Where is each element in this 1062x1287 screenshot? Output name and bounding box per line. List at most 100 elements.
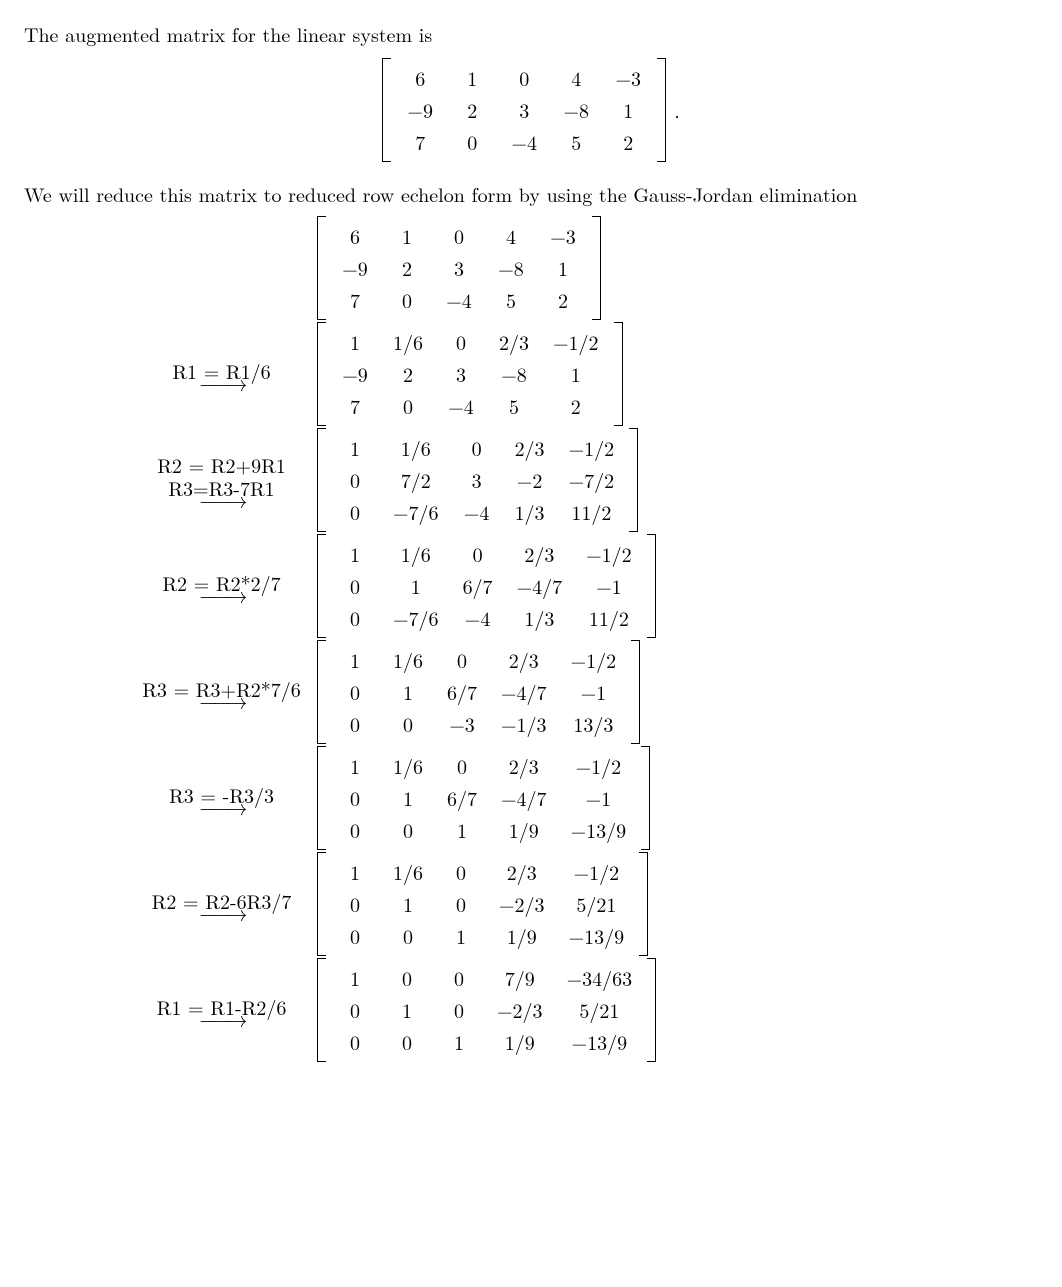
- matrix-cell: −9: [394, 94, 446, 126]
- matrix-cell: −1/2: [557, 432, 627, 464]
- long-right-arrow-icon: −−→: [199, 800, 243, 813]
- matrix-cell: 6: [329, 220, 381, 252]
- matrix-cell: −7/6: [381, 602, 451, 634]
- matrix-cell: 1: [381, 888, 435, 920]
- matrix-cell: −4: [435, 390, 487, 422]
- matrix-cell: 1/6: [381, 644, 435, 676]
- elimination-step: R3 = R3+R2*7/6−−→11/602/3−1/2016/7−4/7−1…: [24, 640, 1038, 744]
- long-right-arrow-icon: −−→: [199, 376, 243, 389]
- step-operation-arrow: R3 = -R3/3−−→: [134, 783, 317, 813]
- matrix-cell: −4/7: [489, 782, 559, 814]
- matrix-cell: 5: [487, 390, 541, 422]
- elimination-step: −−→6104−3−923−8170−452: [24, 216, 1038, 320]
- matrix-cell: 3: [498, 94, 550, 126]
- matrix-cell: −3: [602, 62, 654, 94]
- matrix-cell: −4: [451, 602, 505, 634]
- elimination-step: R1 = R1/6−−→11/602/3−1/2−923−8170−452: [24, 322, 1038, 426]
- matrix-cell: 6/7: [435, 782, 489, 814]
- matrix-cell: 0: [329, 782, 381, 814]
- elimination-step: R2 = R2-6R3/7−−→11/602/3−1/2010−2/35/210…: [24, 852, 1038, 956]
- step-operation-arrow: R2 = R2*2/7−−→: [134, 571, 317, 601]
- matrix-cell: 0: [498, 62, 550, 94]
- matrix-cell: −8: [485, 252, 537, 284]
- matrix-cell: 2: [446, 94, 498, 126]
- matrix-cell: 1: [329, 538, 381, 570]
- trailing-period: .: [674, 96, 680, 124]
- matrix-cell: 0: [435, 326, 487, 358]
- matrix-cell: 0: [329, 888, 381, 920]
- matrix-cell: 1/6: [381, 326, 435, 358]
- matrix-cell: −34/63: [555, 962, 645, 994]
- matrix-cell: 1/9: [485, 1026, 555, 1058]
- matrix-cell: 5/21: [555, 994, 645, 1026]
- matrix-cell: 0: [381, 814, 435, 846]
- matrix-cell: 2/3: [489, 644, 559, 676]
- step-matrix: 11/602/3−1/2016/7−4/7−100−3−1/313/3: [317, 640, 640, 744]
- step-matrix: 11/602/3−1/2−923−8170−452: [317, 322, 623, 426]
- matrix-cell: 0: [451, 432, 503, 464]
- long-right-arrow-icon: −−→: [199, 1012, 243, 1025]
- step-operation-arrow: R1 = R1/6−−→: [134, 359, 317, 389]
- matrix-cell: 1: [381, 676, 435, 708]
- matrix-cell: 1: [537, 252, 589, 284]
- matrix-cell: 2/3: [505, 538, 575, 570]
- long-right-arrow-icon: −−→: [199, 694, 243, 707]
- step-operation-arrow: R2 = R2+9R1R3=R3-7R1−−→: [134, 453, 317, 506]
- matrix-cell: 6: [394, 62, 446, 94]
- matrix-cell: −1/2: [559, 644, 629, 676]
- matrix-cell: 0: [435, 888, 487, 920]
- matrix-cell: 0: [381, 1026, 433, 1058]
- matrix-cell: −7/2: [557, 464, 627, 496]
- matrix-cell: −4: [498, 126, 550, 158]
- matrix-cell: 0: [329, 570, 381, 602]
- matrix-cell: 0: [381, 962, 433, 994]
- matrix-cell: 0: [329, 814, 381, 846]
- matrix-cell: −1: [559, 782, 639, 814]
- matrix-cell: 1: [329, 432, 381, 464]
- matrix-cell: −1: [559, 676, 629, 708]
- matrix-cell: 11/2: [574, 602, 644, 634]
- intro-line-2: We will reduce this matrix to reduced ro…: [24, 180, 1038, 208]
- step-matrix: 11/602/3−1/2016/7−4/7−10−7/6−41/311/2: [317, 534, 656, 638]
- matrix-cell: −1/3: [489, 708, 559, 740]
- matrix-cell: 1: [541, 358, 611, 390]
- matrix-cell: 1: [381, 782, 435, 814]
- step-matrix: 11/602/3−1/2010−2/35/210011/9−13/9: [317, 852, 648, 956]
- matrix-cell: 0: [381, 390, 435, 422]
- matrix-cell: 5: [485, 284, 537, 316]
- augmented-matrix: 6104−3−923−8170−452: [382, 58, 666, 162]
- matrix-cell: −1/2: [574, 538, 644, 570]
- matrix-cell: 2: [381, 252, 433, 284]
- matrix-cell: 1/3: [505, 602, 575, 634]
- matrix-cell: −9: [329, 252, 381, 284]
- matrix-cell: 0: [381, 708, 435, 740]
- step-matrix: 6104−3−923−8170−452: [317, 216, 601, 320]
- matrix-cell: 1: [435, 920, 487, 952]
- matrix-cell: 1: [329, 326, 381, 358]
- long-right-arrow-icon: −−→: [199, 906, 243, 919]
- matrix-cell: 11/2: [557, 496, 627, 528]
- matrix-cell: 1/6: [381, 538, 451, 570]
- matrix-cell: 0: [446, 126, 498, 158]
- matrix-cell: −8: [550, 94, 602, 126]
- matrix-cell: 2/3: [487, 326, 541, 358]
- matrix-cell: 0: [381, 284, 433, 316]
- long-right-arrow-icon: −−→: [199, 493, 243, 506]
- matrix-cell: −7/6: [381, 496, 451, 528]
- matrix-cell: 0: [329, 602, 381, 634]
- matrix-cell: −8: [487, 358, 541, 390]
- matrix-cell: 1: [329, 962, 381, 994]
- step-operation-arrow: R1 = R1-R2/6−−→: [134, 995, 317, 1025]
- matrix-cell: 3: [433, 252, 485, 284]
- matrix-cell: −1/2: [541, 326, 611, 358]
- matrix-cell: 0: [329, 708, 381, 740]
- matrix-cell: −1/2: [557, 856, 637, 888]
- matrix-cell: −4/7: [505, 570, 575, 602]
- matrix-cell: 1: [381, 994, 433, 1026]
- matrix-cell: 0: [329, 676, 381, 708]
- matrix-cell: 0: [329, 496, 381, 528]
- matrix-cell: 1: [381, 220, 433, 252]
- display-matrix-block: 6104−3−923−8170−452 .: [24, 58, 1038, 162]
- matrix-cell: 0: [329, 994, 381, 1026]
- matrix-cell: 0: [329, 464, 381, 496]
